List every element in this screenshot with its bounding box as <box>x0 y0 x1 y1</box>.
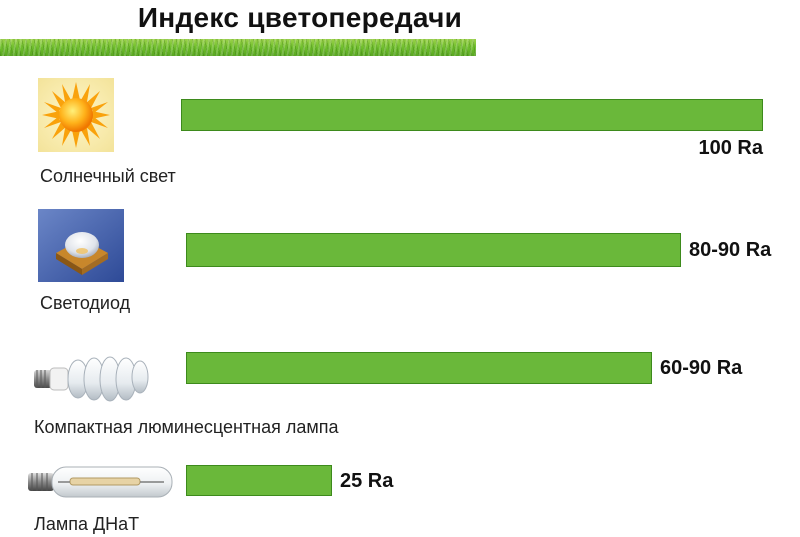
category-label: Лампа ДНаТ <box>34 514 140 534</box>
sun-icon <box>38 78 114 152</box>
hps-lamp-icon <box>26 462 176 502</box>
led-icon <box>38 209 124 282</box>
cfl-lamp-icon <box>28 348 154 408</box>
grass-divider <box>0 39 476 56</box>
bar <box>186 352 652 384</box>
data-label: 100 Ra <box>698 137 764 159</box>
data-label: 80-90 Ra <box>689 239 772 261</box>
data-label: 25 Ra <box>340 470 394 492</box>
chart-title: Индекс цветопередачи <box>137 2 463 33</box>
category-label: Светодиод <box>40 293 131 313</box>
category-label: Солнечный свет <box>40 166 176 186</box>
category-label: Компактная люминесцентная лампа <box>34 417 339 437</box>
bar <box>186 233 681 267</box>
data-label: 60-90 Ra <box>660 357 743 379</box>
bar <box>186 465 332 496</box>
bar <box>181 99 763 131</box>
